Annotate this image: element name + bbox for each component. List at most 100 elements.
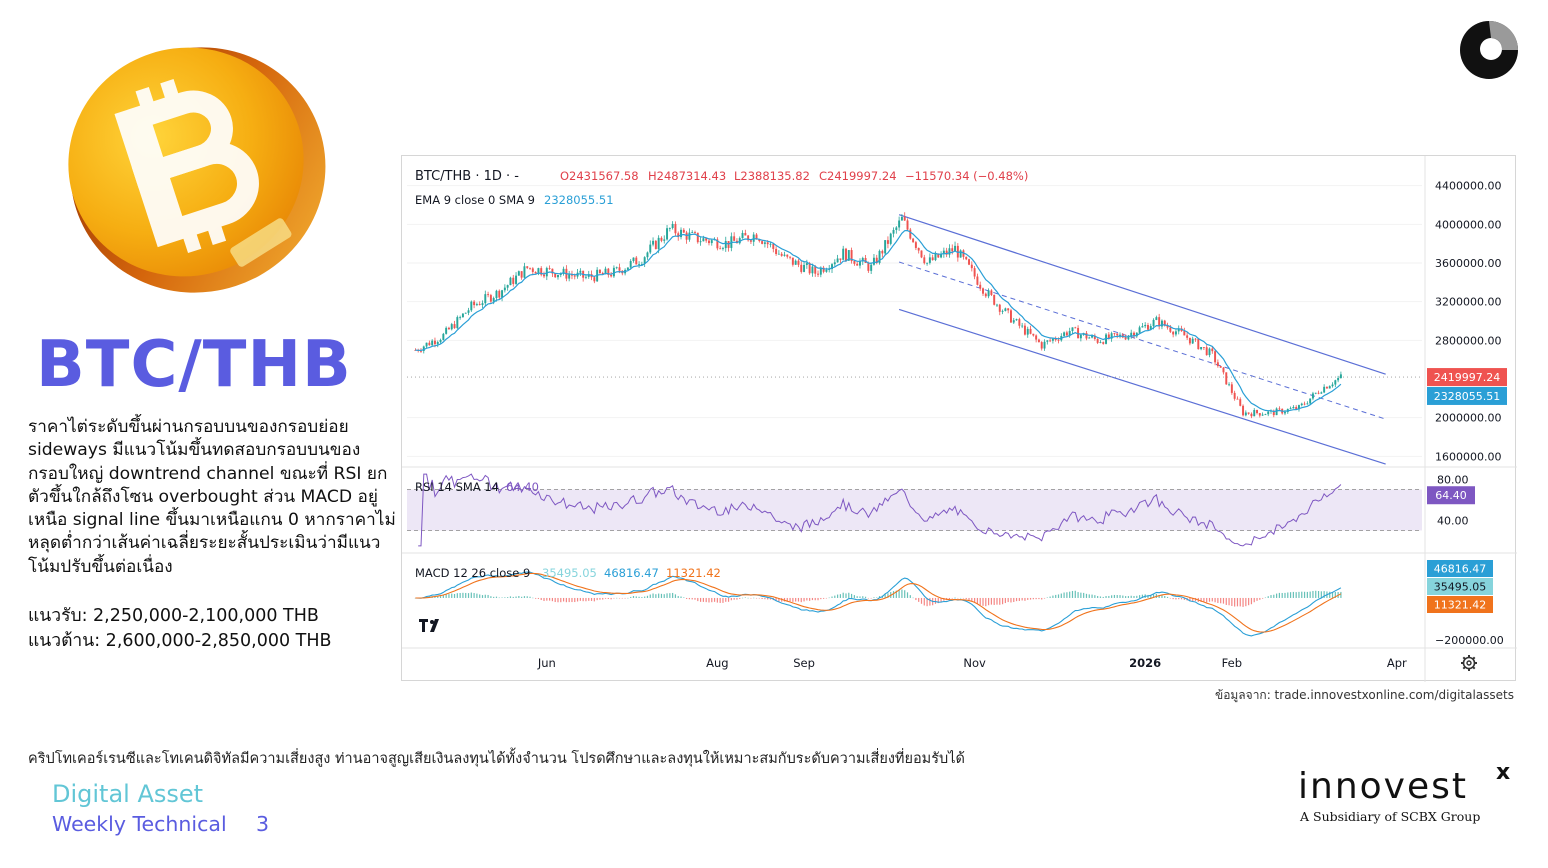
candle-body [842, 248, 845, 260]
candle-body [1188, 337, 1191, 344]
candle-body [1144, 324, 1147, 327]
macd-histogram-bar [965, 597, 967, 600]
macd-histogram-bar [923, 597, 925, 606]
y-tick-label: 4000000.00 [1435, 218, 1501, 231]
macd-histogram-bar [694, 597, 696, 600]
macd-histogram-bar [1287, 592, 1289, 598]
macd-histogram-bar [990, 597, 992, 605]
candle-body [1177, 328, 1180, 332]
candle-body [1116, 333, 1119, 336]
macd-histogram-bar [658, 593, 660, 598]
candle-body [1037, 339, 1040, 343]
macd-histogram-bar [487, 594, 489, 598]
macd-histogram-bar [529, 596, 531, 598]
macd-histogram-bar [465, 592, 467, 598]
macd-histogram-bar [540, 597, 542, 601]
macd-histogram-bar [1071, 590, 1074, 598]
candle-body [1197, 338, 1200, 350]
candle-body [657, 237, 660, 249]
macd-histogram-bar [1183, 597, 1185, 600]
macd-histogram-bar [414, 597, 416, 599]
macd-histogram-bar [895, 590, 897, 598]
macd-histogram-bar [532, 597, 534, 599]
macd-histogram-bar [1172, 597, 1174, 600]
candle-body [775, 248, 778, 254]
ema-price-tag [1427, 386, 1507, 405]
macd-histogram-bar [663, 594, 665, 598]
candle-body [914, 242, 917, 248]
candle-body [1267, 411, 1270, 415]
candle-body [652, 240, 655, 245]
macd-histogram-bar [1097, 596, 1099, 598]
candle-body [540, 268, 543, 275]
candle-body [1331, 384, 1334, 387]
candle-body [1135, 332, 1138, 337]
candle-body [761, 241, 764, 244]
macd-histogram-bar [753, 597, 755, 599]
innovest-logo-tagline: A Subsidiary of SCBX Group [1300, 809, 1481, 824]
macd-histogram-bar [568, 597, 570, 603]
candle-body [478, 304, 481, 305]
candle-body [573, 275, 576, 277]
candle-body [1303, 403, 1306, 405]
macd-histogram-bar [1038, 597, 1040, 600]
macd-histogram-bar [571, 597, 573, 603]
candle-body [663, 239, 666, 241]
macd-value-tag-label: 35495.05 [1434, 581, 1487, 594]
candle-body [649, 244, 652, 253]
bitcoin-coin-icon [68, 47, 326, 293]
rsi-value-label: 64.40 [506, 480, 539, 494]
macd-histogram-bar [1049, 596, 1051, 598]
macd-histogram-bar [1306, 591, 1308, 598]
macd-histogram-bar [613, 597, 615, 599]
candle-body [632, 257, 635, 262]
candle-body [948, 248, 951, 255]
macd-histogram-bar [920, 597, 923, 604]
macd-histogram-bar [669, 593, 671, 598]
macd-histogram-bar [1069, 591, 1071, 598]
candle-body [797, 260, 800, 265]
macd-histogram-bar [521, 596, 523, 598]
macd-histogram-bar [996, 597, 998, 605]
macd-histogram-bar [1203, 597, 1205, 602]
macd-value-1: 35495.05 [542, 566, 597, 580]
candle-body [867, 262, 870, 271]
macd-histogram-bar [1225, 597, 1227, 605]
candle-body [1152, 319, 1155, 327]
macd-histogram-bar [635, 596, 637, 598]
candle-body [612, 267, 615, 277]
candle-body [708, 240, 710, 244]
candle-body [615, 267, 618, 269]
macd-histogram-bar [929, 597, 931, 606]
candle-body [962, 250, 965, 257]
candle-body [1113, 333, 1116, 335]
candle-body [755, 234, 758, 240]
macd-histogram-bar [691, 597, 693, 600]
macd-histogram-bar [644, 596, 646, 598]
macd-histogram-bar [1122, 595, 1124, 598]
candle-body [805, 263, 808, 265]
macd-histogram-bar [490, 596, 492, 598]
macd-histogram-bar [582, 597, 584, 602]
macd-histogram-bar [1108, 595, 1110, 598]
macd-histogram-bar [859, 596, 861, 598]
candle-body [1172, 331, 1175, 335]
macd-histogram-bar [1259, 597, 1261, 600]
chart-settings-gear-icon[interactable] [1461, 655, 1477, 671]
candle-body [786, 254, 789, 257]
candle-body [436, 342, 439, 345]
candle-body [450, 324, 453, 330]
macd-histogram-bar [1116, 595, 1118, 598]
macd-histogram-bar [719, 597, 721, 603]
macd-histogram-bar [512, 596, 514, 598]
candle-body [1040, 342, 1043, 349]
macd-histogram-bar [867, 597, 869, 599]
macd-histogram-bar [1320, 591, 1322, 598]
candle-body [702, 238, 705, 242]
macd-histogram-bar [1161, 595, 1163, 598]
candle-body [956, 245, 959, 258]
pair-title: BTC/THB [36, 328, 352, 402]
macd-value-tag [1427, 560, 1493, 577]
candle-body [928, 257, 931, 263]
candle-body [819, 267, 822, 275]
